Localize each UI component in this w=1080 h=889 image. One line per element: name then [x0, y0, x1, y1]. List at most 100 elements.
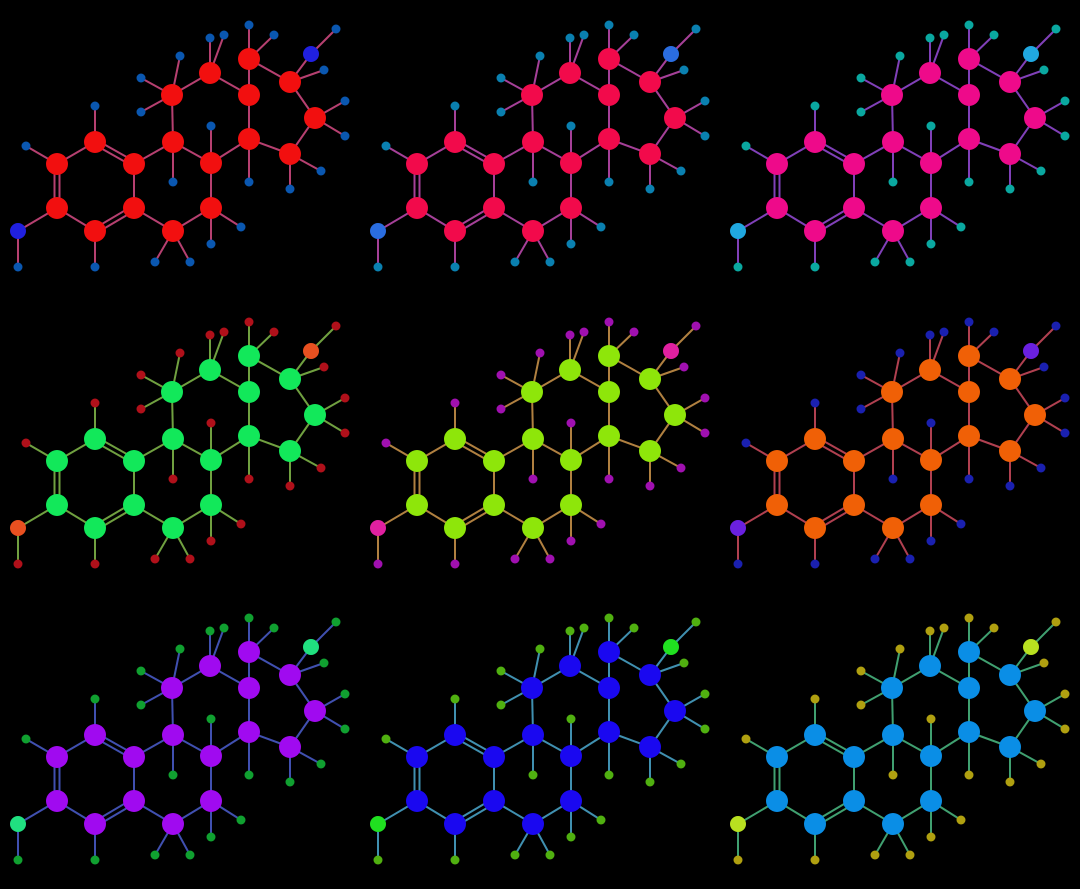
heavy-atom [279, 143, 301, 165]
hydrogen-atom [340, 131, 350, 141]
hydrogen-atom [450, 694, 460, 704]
heavy-atom [804, 813, 826, 835]
heteroatom [730, 816, 746, 832]
heavy-atom [200, 197, 222, 219]
hydrogen-atom [244, 770, 254, 780]
heavy-atom [406, 450, 428, 472]
hydrogen-atom [1039, 362, 1049, 372]
heteroatom [370, 223, 386, 239]
heavy-atom [598, 425, 620, 447]
hydrogen-atom [175, 644, 185, 654]
heavy-atom [804, 220, 826, 242]
hydrogen-atom [373, 262, 383, 272]
heavy-atom [598, 721, 620, 743]
hydrogen-atom [21, 141, 31, 151]
hydrogen-atom [331, 24, 341, 34]
heavy-atom [958, 345, 980, 367]
hydrogen-atom [989, 30, 999, 40]
heavy-atom [881, 84, 903, 106]
hydrogen-atom [450, 262, 460, 272]
hydrogen-atom [185, 257, 195, 267]
hydrogen-atom [206, 121, 216, 131]
heavy-atom [664, 404, 686, 426]
hydrogen-atom [496, 700, 506, 710]
hydrogen-atom [691, 321, 701, 331]
heavy-atom [958, 721, 980, 743]
hydrogen-atom [566, 239, 576, 249]
heavy-atom [521, 381, 543, 403]
heavy-atom [560, 494, 582, 516]
hydrogen-atom [219, 30, 229, 40]
heavy-atom [238, 381, 260, 403]
heavy-atom [123, 197, 145, 219]
hydrogen-atom [1005, 184, 1015, 194]
hydrogen-atom [810, 855, 820, 865]
heavy-atom [162, 813, 184, 835]
hydrogen-atom [676, 166, 686, 176]
hydrogen-atom [926, 239, 936, 249]
heteroatom [663, 343, 679, 359]
hydrogen-atom [285, 777, 295, 787]
hydrogen-atom [925, 33, 935, 43]
heavy-atom [881, 381, 903, 403]
heavy-atom [843, 197, 865, 219]
heavy-atom [843, 494, 865, 516]
heavy-atom [958, 84, 980, 106]
hydrogen-atom [340, 393, 350, 403]
hydrogen-atom [319, 658, 329, 668]
heavy-atom [46, 746, 68, 768]
heavy-atom [199, 359, 221, 381]
heteroatom [10, 816, 26, 832]
heteroatom [10, 520, 26, 536]
heavy-atom [560, 152, 582, 174]
hydrogen-atom [331, 321, 341, 331]
hydrogen-atom [1051, 617, 1061, 627]
heavy-atom [598, 381, 620, 403]
hydrogen-atom [579, 327, 589, 337]
heavy-atom [958, 425, 980, 447]
hydrogen-atom [676, 463, 686, 473]
heavy-atom [958, 48, 980, 70]
hydrogen-atom [895, 644, 905, 654]
hydrogen-atom [136, 370, 146, 380]
hydrogen-atom [964, 474, 974, 484]
hydrogen-atom [895, 51, 905, 61]
hydrogen-atom [926, 536, 936, 546]
hydrogen-atom [964, 317, 974, 327]
hydrogen-atom [604, 20, 614, 30]
heavy-atom [304, 404, 326, 426]
hydrogen-atom [90, 398, 100, 408]
hydrogen-atom [700, 689, 710, 699]
hydrogen-atom [528, 770, 538, 780]
hydrogen-atom [870, 554, 880, 564]
heavy-atom [304, 700, 326, 722]
hydrogen-atom [926, 418, 936, 428]
hydrogen-atom [856, 404, 866, 414]
hydrogen-atom [1005, 481, 1015, 491]
heavy-atom [200, 790, 222, 812]
heavy-atom [304, 107, 326, 129]
heavy-atom [522, 517, 544, 539]
hydrogen-atom [316, 759, 326, 769]
heavy-atom [123, 746, 145, 768]
hydrogen-atom [381, 438, 391, 448]
heteroatom [303, 343, 319, 359]
hydrogen-atom [340, 96, 350, 106]
molecule-panel-8 [370, 613, 710, 865]
hydrogen-atom [168, 474, 178, 484]
heavy-atom [999, 440, 1021, 462]
heavy-atom [766, 450, 788, 472]
hydrogen-atom [926, 121, 936, 131]
heavy-atom [639, 736, 661, 758]
hydrogen-atom [175, 348, 185, 358]
heavy-atom [444, 131, 466, 153]
hydrogen-atom [269, 623, 279, 633]
heavy-atom [804, 517, 826, 539]
heteroatom [730, 520, 746, 536]
hydrogen-atom [1060, 724, 1070, 734]
heavy-atom [920, 745, 942, 767]
hydrogen-atom [1036, 759, 1046, 769]
hydrogen-atom [989, 327, 999, 337]
